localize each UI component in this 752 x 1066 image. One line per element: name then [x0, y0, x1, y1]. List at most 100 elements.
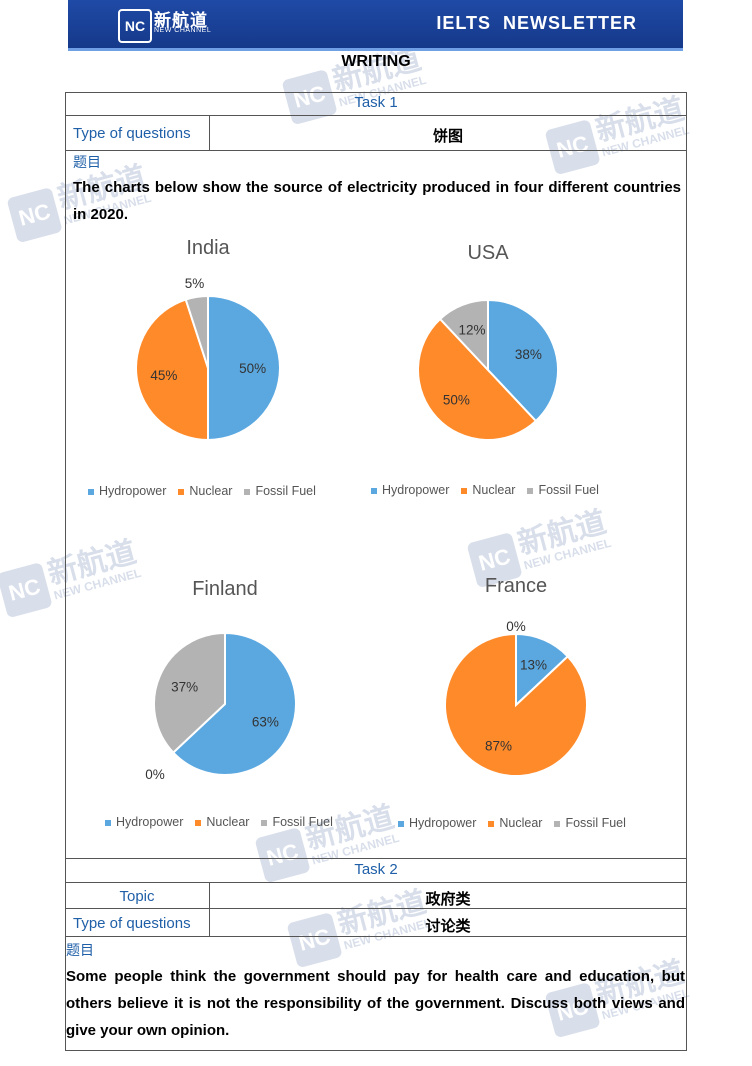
chart-legend: Hydropower Nuclear Fossil Fuel	[105, 815, 345, 829]
chart-legend: Hydropower Nuclear Fossil Fuel	[88, 484, 328, 498]
pie-slice-hydropower	[515, 632, 570, 708]
legend-swatch	[488, 820, 495, 827]
finland-pie-chart: Finland 63% 0% 37% Hydropower Nuclear Fossil…	[75, 576, 375, 856]
writing-table	[65, 92, 687, 1051]
divider	[65, 882, 687, 883]
france-pie-chart: France 13% 87% 0% Hydropower Nuclear Fossil …	[366, 573, 666, 853]
data-label: 87%	[485, 738, 512, 753]
legend-label: Hydropower	[116, 815, 184, 829]
task2-prompt: Some people think the government should …	[66, 968, 685, 1039]
task2-type-value: 讨论类	[425, 918, 471, 935]
pie-svg: 13% 87% 0%	[444, 619, 588, 777]
divider	[65, 936, 687, 937]
legend-swatch	[371, 487, 377, 494]
pie-slice-nuclear	[444, 632, 588, 777]
legend-item-hydropower: Hydropower	[88, 484, 166, 498]
task1-prompt-label: 题目	[73, 154, 101, 170]
legend-swatch	[244, 488, 251, 495]
data-label: 37%	[171, 680, 198, 695]
pie-slice-fossil-fuel	[438, 298, 489, 373]
legend-swatch	[105, 819, 111, 826]
data-label: 50%	[443, 393, 470, 408]
data-label: 50%	[239, 361, 266, 376]
task2-topic-value: 政府类	[425, 891, 471, 908]
task2-prompt-label: 题目	[66, 942, 94, 958]
pie-slice-fossil-fuel	[184, 294, 209, 369]
legend-swatch	[178, 488, 185, 495]
divider	[65, 115, 687, 116]
legend-label: Nuclear	[189, 484, 233, 498]
legend-swatch	[398, 820, 404, 827]
legend-item-fossil-fuel: Fossil Fuel	[527, 483, 599, 497]
data-label: 63%	[252, 714, 279, 729]
divider	[209, 115, 210, 150]
legend-swatch	[195, 819, 202, 826]
data-label: 0%	[145, 767, 165, 782]
legend-label: Nuclear	[472, 483, 516, 497]
divider	[209, 882, 210, 936]
legend-item-nuclear: Nuclear	[178, 484, 232, 498]
data-label: 38%	[515, 347, 542, 362]
logo-english-name: NEW CHANNEL	[154, 27, 212, 34]
pie-slice-fossil-fuel	[153, 631, 226, 755]
task2-label: Task 2	[354, 861, 398, 878]
legend-item-hydropower: Hydropower	[398, 816, 476, 830]
divider	[65, 858, 687, 859]
data-label: 13%	[520, 658, 547, 673]
task1-type-value: 饼图	[432, 128, 463, 145]
legend-label: Hydropower	[382, 483, 450, 497]
chart-title: France	[484, 575, 548, 597]
task2-type-label: Type of questions	[73, 915, 191, 932]
usa-pie-chart: USA 38% 50% 12% Hydropower Nuclear Fossil Fu…	[338, 240, 638, 520]
legend-swatch	[527, 487, 534, 494]
legend-swatch	[461, 487, 468, 494]
chart-title: Finland	[192, 578, 258, 600]
pie-svg: 63% 0% 37%	[145, 631, 297, 782]
chart-legend: Hydropower Nuclear Fossil Fuel	[398, 816, 638, 830]
pie-slice-hydropower	[487, 298, 559, 423]
chart-title: India	[186, 237, 230, 259]
data-label: 0%	[506, 619, 526, 634]
task1-prompt: The charts below show the source of elec…	[73, 179, 681, 223]
legend-item-hydropower: Hydropower	[371, 483, 449, 497]
divider	[65, 908, 687, 909]
legend-item-nuclear: Nuclear	[195, 815, 249, 829]
logo-chinese-name: 新航道	[154, 11, 208, 30]
pie-svg: 38% 50% 12%	[417, 298, 559, 441]
legend-swatch	[88, 488, 94, 495]
data-label: 5%	[185, 276, 205, 291]
chart-title: USA	[467, 242, 509, 264]
task1-label: Task 1	[354, 94, 398, 111]
legend-label: Fossil Fuel	[255, 484, 316, 498]
legend-label: Nuclear	[206, 815, 250, 829]
pie-slice-hydropower	[207, 294, 281, 442]
task2-topic-label: Topic	[119, 888, 155, 905]
india-pie-chart: India 50% 45% 5% Hydropower Nuclear Fossil F…	[58, 235, 358, 515]
data-label: 45%	[150, 368, 177, 383]
newsletter-banner: NC 新航道 NEW CHANNEL IELTS NEWSLETTER	[68, 0, 683, 51]
legend-item-fossil-fuel: Fossil Fuel	[244, 484, 316, 498]
chart-legend: Hydropower Nuclear Fossil Fuel	[371, 483, 611, 497]
legend-label: Fossil Fuel	[565, 816, 626, 830]
legend-label: Hydropower	[409, 816, 477, 830]
legend-swatch	[261, 819, 268, 826]
legend-item-fossil-fuel: Fossil Fuel	[554, 816, 626, 830]
divider	[65, 150, 687, 151]
legend-item-fossil-fuel: Fossil Fuel	[261, 815, 333, 829]
pie-svg: 50% 45% 5%	[135, 276, 281, 442]
pie-slice-nuclear	[135, 298, 209, 442]
new-channel-logo-icon: NC	[118, 9, 152, 43]
newsletter-title: IELTS NEWSLETTER	[436, 13, 637, 33]
legend-label: Fossil Fuel	[538, 483, 599, 497]
legend-label: Fossil Fuel	[272, 815, 333, 829]
legend-item-hydropower: Hydropower	[105, 815, 183, 829]
pie-slice-hydropower	[171, 631, 297, 776]
task1-type-label: Type of questions	[73, 125, 191, 142]
legend-label: Nuclear	[499, 816, 543, 830]
pie-slice-nuclear	[417, 317, 538, 441]
legend-item-nuclear: Nuclear	[461, 483, 515, 497]
legend-item-nuclear: Nuclear	[488, 816, 542, 830]
legend-swatch	[554, 820, 561, 827]
legend-label: Hydropower	[99, 484, 167, 498]
section-title: WRITING	[341, 53, 411, 70]
